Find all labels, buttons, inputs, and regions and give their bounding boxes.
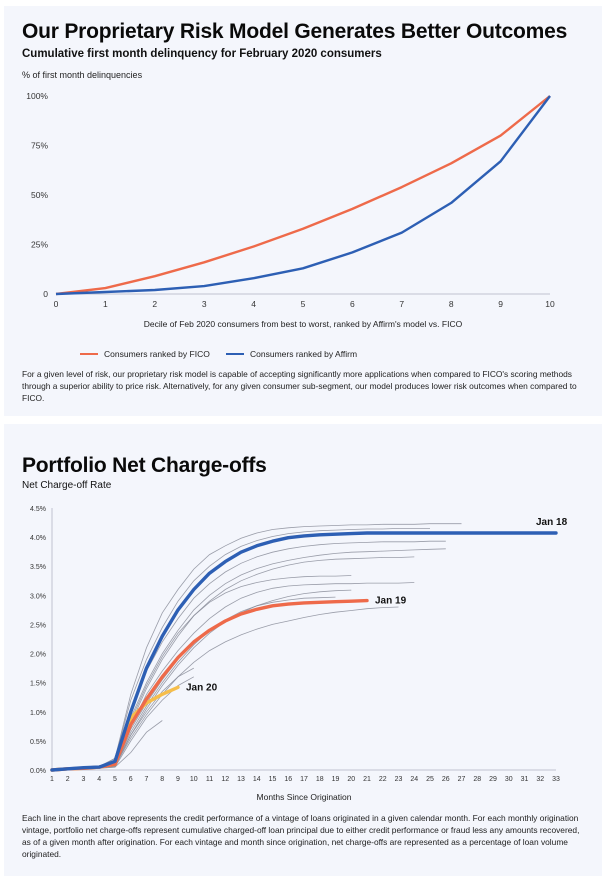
x-tick-label: 21	[363, 776, 371, 783]
x-tick-label: 27	[458, 776, 466, 783]
x-tick-label: 5	[113, 776, 117, 783]
x-tick-label: 2	[66, 776, 70, 783]
chart-1-subtitle: Cumulative first month delinquency for F…	[22, 48, 382, 60]
net-charge-offs-chart: 0.0% 0.5% 1.0% 1.5% 2.0% 2.5% 3.0% 3.5% 4.0% 4.5%…	[30, 506, 568, 802]
chart-2-note: Each line in the chart above represents …	[22, 813, 580, 859]
x-tick-label: 3	[82, 776, 86, 783]
y-tick-label: 1.0%	[30, 710, 46, 717]
legend-fico: Consumers ranked by FICO	[80, 349, 210, 359]
x-tick-label: 9	[498, 299, 503, 309]
legend-affirm-swatch	[226, 353, 244, 355]
vintage-line	[51, 523, 462, 771]
chart-2-title: Portfolio Net Charge-offs	[22, 454, 267, 477]
chart-1-note: For a given level of risk, our proprieta…	[22, 369, 577, 403]
series-line-fico	[55, 95, 551, 296]
x-tick-label: 19	[332, 776, 340, 783]
y-tick-label: 0.0%	[30, 768, 46, 775]
chart-2-subtitle: Net Charge-off Rate	[22, 480, 112, 491]
x-tick-label: 10	[190, 776, 198, 783]
x-tick-label: 14	[253, 776, 261, 783]
y-tick-label: 100%	[26, 91, 48, 101]
y-tick-label: 50%	[31, 190, 48, 200]
legend-affirm-label: Consumers ranked by Affirm	[250, 349, 358, 359]
x-tick-label: 25	[426, 776, 434, 783]
x-tick-label: 13	[237, 776, 245, 783]
x-tick-label: 32	[536, 776, 544, 783]
x-tick-label: 30	[505, 776, 513, 783]
x-tick-label: 6	[350, 299, 355, 309]
x-tick-label: 3	[202, 299, 207, 309]
vintage-line	[51, 540, 446, 771]
vintage-line	[51, 575, 352, 771]
legend-fico-swatch	[80, 353, 98, 355]
y-tick-label: 2.5%	[30, 622, 46, 629]
x-tick-label: 15	[269, 776, 277, 783]
x-tick-label: 8	[160, 776, 164, 783]
y-tick-label: 75%	[31, 141, 48, 151]
series-label-jan-18: Jan 18	[536, 517, 568, 528]
y-tick-label: 3.5%	[30, 564, 46, 571]
x-tick-label: 17	[300, 776, 308, 783]
x-tick-label: 23	[395, 776, 403, 783]
x-tick-label: 31	[521, 776, 529, 783]
x-tick-label: 9	[176, 776, 180, 783]
y-tick-label: 4.5%	[30, 506, 46, 513]
net-charge-offs-panel: Portfolio Net Charge-offs Net Charge-off…	[4, 424, 602, 876]
y-tick-label: 1.5%	[30, 681, 46, 688]
vintage-line	[51, 556, 415, 771]
x-tick-label: 24	[410, 776, 418, 783]
legend-fico-label: Consumers ranked by FICO	[104, 349, 210, 359]
x-axis-title: Months Since Origination	[257, 792, 352, 802]
y-tick-label: 3.0%	[30, 593, 46, 600]
x-tick-label: 16	[284, 776, 292, 783]
vintage-line	[51, 548, 446, 771]
y-tick-label: 25%	[31, 240, 48, 250]
x-tick-label: 4	[97, 776, 101, 783]
y-tick-label: 0	[43, 289, 48, 299]
x-tick-label: 8	[449, 299, 454, 309]
x-axis-title: Decile of Feb 2020 consumers from best t…	[144, 319, 463, 329]
x-tick-label: 5	[301, 299, 306, 309]
x-tick-label: 0	[54, 299, 59, 309]
x-tick-label: 26	[442, 776, 450, 783]
risk-model-panel: Our Proprietary Risk Model Generates Bet…	[4, 6, 602, 416]
x-tick-label: 29	[489, 776, 497, 783]
x-tick-label: 6	[129, 776, 133, 783]
legend-affirm: Consumers ranked by Affirm	[226, 349, 357, 359]
x-tick-label: 2	[152, 299, 157, 309]
x-tick-label: 18	[316, 776, 324, 783]
x-tick-label: 20	[347, 776, 355, 783]
x-tick-label: 33	[552, 776, 560, 783]
x-tick-label: 12	[221, 776, 229, 783]
series-label-jan-19: Jan 19	[375, 596, 407, 607]
x-tick-label: 28	[473, 776, 481, 783]
vintage-line	[51, 582, 415, 771]
series-label-jan-20: Jan 20	[186, 682, 218, 693]
vintage-line	[51, 528, 430, 771]
x-tick-label: 7	[399, 299, 404, 309]
chart-1-title: Our Proprietary Risk Model Generates Bet…	[22, 20, 568, 43]
series-line-affirm	[55, 95, 551, 296]
x-tick-label: 22	[379, 776, 387, 783]
series-line-jan-18	[50, 531, 558, 772]
y-tick-label: 4.0%	[30, 535, 46, 542]
x-tick-label: 11	[206, 776, 213, 783]
y-tick-label: 2.0%	[30, 652, 46, 659]
x-tick-label: 1	[50, 776, 54, 783]
x-tick-label: 1	[103, 299, 108, 309]
x-tick-label: 4	[251, 299, 256, 309]
x-tick-label: 10	[545, 299, 555, 309]
chart-1-ylabel: % of first month delinquencies	[22, 70, 143, 80]
x-tick-label: 7	[145, 776, 149, 783]
vintage-line	[51, 606, 399, 771]
y-tick-label: 0.5%	[30, 739, 46, 746]
risk-model-chart: 0 25% 50% 75% 100% 0 1 2 3 4 5 6 7 8 9 10 Decile of Feb …	[26, 91, 555, 329]
